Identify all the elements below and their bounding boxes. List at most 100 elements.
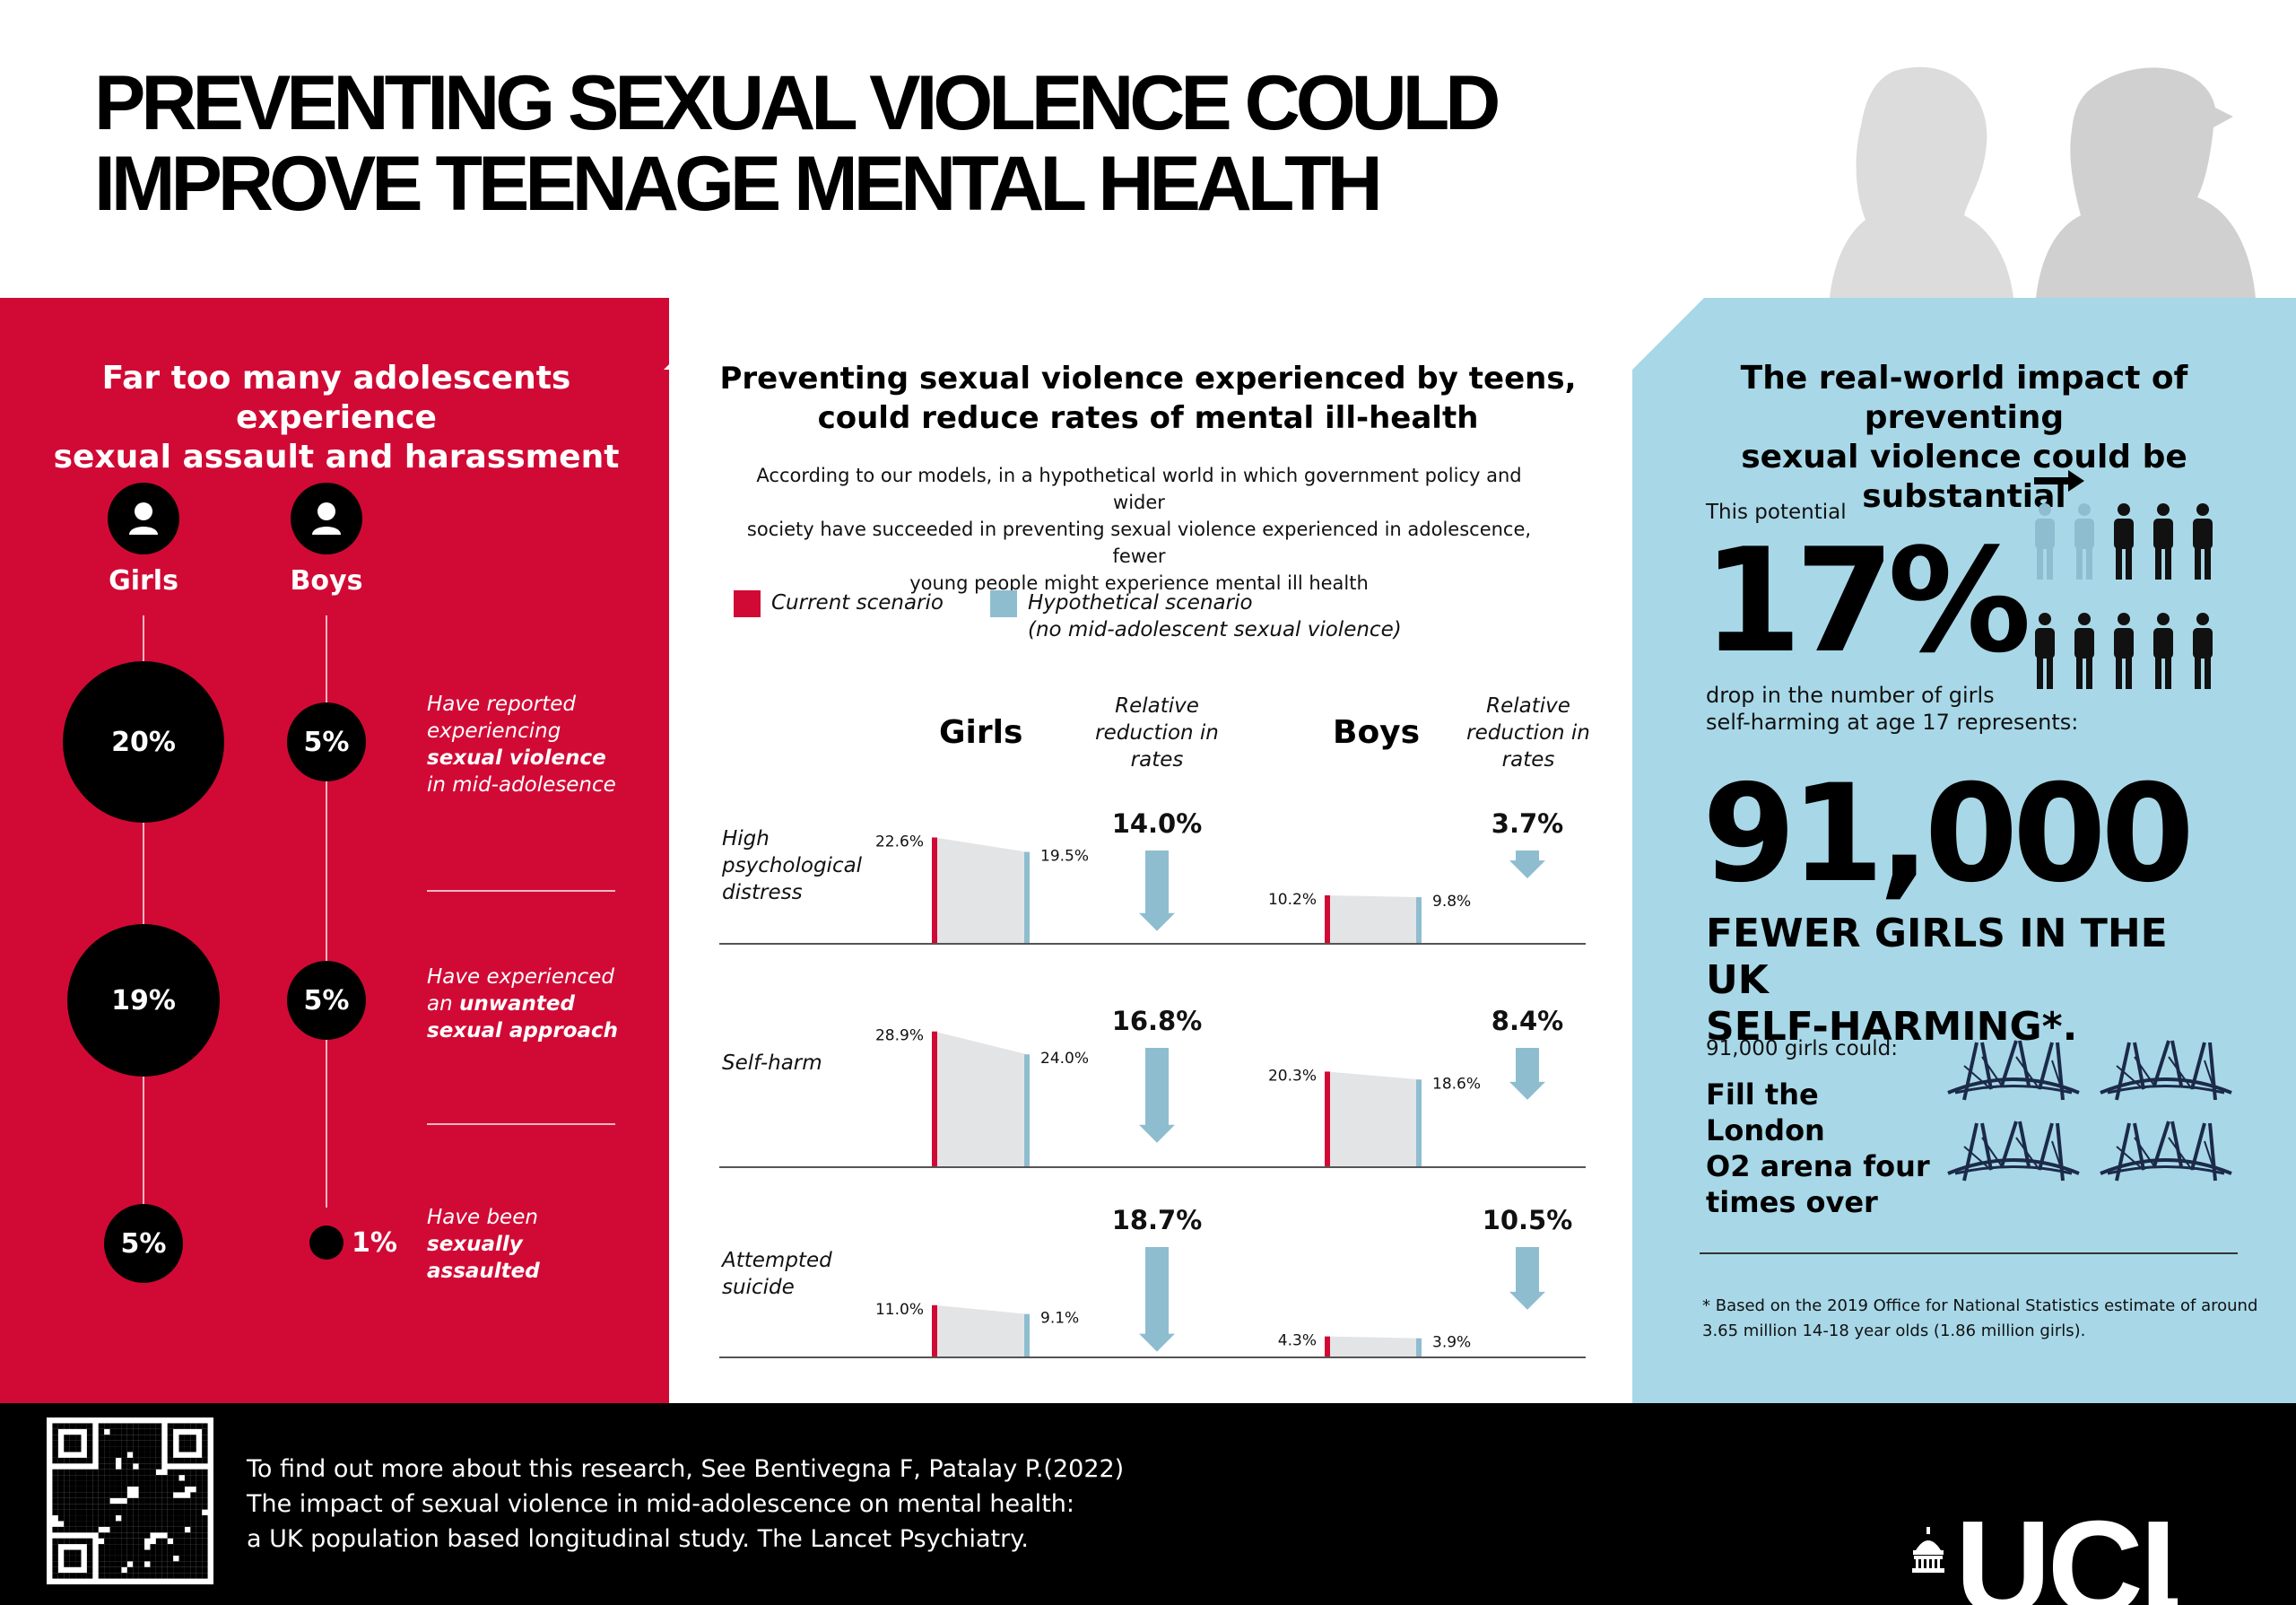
- bar-current: [1325, 1336, 1330, 1356]
- person-icon: [2114, 613, 2134, 689]
- row-separator: [719, 1166, 1586, 1168]
- intro-line: According to our models, in a hypothetic…: [756, 465, 1522, 513]
- title-line-1: PREVENTING SEXUAL VIOLENCE COULD: [94, 60, 1500, 146]
- arena-icon: [2099, 1120, 2233, 1182]
- change-area: [1327, 1071, 1419, 1166]
- relative-reduction-value: 8.4%: [1492, 1006, 1563, 1036]
- person-icon: [2035, 613, 2055, 689]
- desc-bold-text: assaulted: [427, 1260, 540, 1283]
- rel-line: reduction in: [1466, 721, 1590, 745]
- row-label-line: High: [722, 827, 770, 850]
- ucl-logo[interactable]: UCL: [1909, 1500, 2178, 1605]
- ucl-logo-text: UCL: [1955, 1500, 2178, 1605]
- down-arrow-icon: [1509, 1048, 1545, 1100]
- girls-could-label: 91,000 girls could:: [1706, 1037, 1898, 1060]
- stat-description: Have experienced an unwanted sexual appr…: [427, 964, 624, 1044]
- relative-reduction-value: 16.8%: [1112, 1006, 1203, 1036]
- left-heading-line-1: Far too many adolescents experience: [101, 360, 571, 436]
- down-arrow-icon: [1139, 850, 1175, 931]
- down-arrow-icon: [1509, 1247, 1545, 1310]
- row-label-distress: High psychological distress: [722, 825, 862, 906]
- arena-icon: [1946, 1120, 2081, 1182]
- title-line-2: IMPROVE TEENAGE MENTAL HEALTH: [94, 141, 1383, 227]
- bar-hypothetical: [1416, 1338, 1422, 1356]
- value-label-hypothetical: 3.9%: [1432, 1334, 1471, 1352]
- change-area: [935, 1031, 1027, 1166]
- row-label-line: psychological: [722, 854, 863, 877]
- value-label-current: 20.3%: [1268, 1067, 1317, 1085]
- fill-line: times over: [1706, 1185, 1878, 1219]
- arena-icon: [1946, 1039, 2081, 1102]
- girls-column-title: Girls: [939, 714, 1023, 751]
- intro-line: society have succeeded in preventing sex…: [746, 519, 1532, 567]
- bar-current: [1325, 894, 1330, 943]
- page-title: PREVENTING SEXUAL VIOLENCE COULD IMPROVE…: [94, 63, 1619, 224]
- panel-corner-cut: [1632, 298, 1704, 370]
- arena-icon: [2099, 1039, 2233, 1102]
- left-heading-line-2: sexual assault and harassment: [53, 439, 620, 475]
- mid-heading-line-2: could reduce rates of mental ill-health: [817, 400, 1479, 436]
- rel-line: rates: [1501, 748, 1555, 772]
- stat-description: Have been sexually assaulted: [427, 1204, 624, 1285]
- value-label-hypothetical: 9.1%: [1040, 1310, 1079, 1328]
- person-icon: [2074, 613, 2094, 689]
- legend-hypothetical-label: Hypothetical scenario (no mid-adolescent…: [1028, 589, 1402, 643]
- divider: [427, 1123, 615, 1125]
- bar-hypothetical: [1024, 1054, 1030, 1166]
- person-icon: [2193, 503, 2213, 580]
- row-label-line: suicide: [722, 1276, 795, 1299]
- reference-line: a UK population based longitudinal study…: [247, 1525, 1029, 1553]
- girl-person-icon: [108, 483, 179, 554]
- footnote-line: * Based on the 2019 Office for National …: [1702, 1296, 2258, 1315]
- value-label-hypothetical: 19.5%: [1040, 848, 1089, 866]
- girls-stat-circle: 20%: [63, 661, 224, 823]
- desc-bold-text: unwanted: [458, 992, 575, 1016]
- footnote-divider: [1700, 1252, 2238, 1254]
- desc-text: Have been: [427, 1206, 538, 1229]
- boys-stat-circle: 5%: [287, 702, 366, 781]
- bar-current: [932, 1304, 937, 1356]
- girls-stat-circle: 19%: [67, 924, 220, 1077]
- bar-hypothetical: [1416, 1079, 1422, 1166]
- desc-text: Have reported: [427, 693, 576, 716]
- desc-text: Have experienced: [427, 965, 614, 989]
- legend-current-label: Current scenario: [771, 591, 944, 615]
- value-label-hypothetical: 9.8%: [1432, 893, 1471, 911]
- person-icon: [2193, 613, 2213, 689]
- qr-code-icon[interactable]: [47, 1417, 213, 1584]
- person-icon: [2114, 503, 2134, 580]
- desc-bold-text: sexually: [427, 1233, 523, 1256]
- row-separator: [719, 943, 1586, 945]
- change-area: [935, 837, 1027, 943]
- fill-line: O2 arena four: [1706, 1149, 1930, 1183]
- legend-swatch-hypothetical: [990, 590, 1017, 617]
- fill-line: Fill the London: [1706, 1077, 1825, 1147]
- big-percent: 17%: [1702, 517, 2031, 685]
- big-number: 91,000: [1702, 756, 2195, 912]
- bar-hypothetical: [1024, 851, 1030, 943]
- value-label-current: 10.2%: [1268, 891, 1317, 909]
- boys-stat-value: 5%: [303, 984, 350, 1016]
- reference-text: To find out more about this research, Se…: [247, 1452, 1413, 1557]
- footnote-line: 3.65 million 14-18 year olds (1.86 milli…: [1702, 1322, 2086, 1340]
- rel-line: rates: [1130, 748, 1184, 772]
- row-label-line: Attempted: [722, 1249, 832, 1272]
- bar-hypothetical: [1416, 897, 1422, 943]
- desc-text: experiencing: [427, 720, 561, 743]
- desc-bold-text: sexual violence: [427, 746, 606, 770]
- rel-line: Relative: [1486, 694, 1570, 718]
- divider: [427, 890, 615, 892]
- desc-bold-text: sexual approach: [427, 1019, 619, 1042]
- bar-hypothetical: [1024, 1313, 1030, 1356]
- drop-line: drop in the number of girls: [1706, 683, 1995, 708]
- down-arrow-icon: [1139, 1048, 1175, 1143]
- left-panel-heading: Far too many adolescents experience sexu…: [36, 359, 637, 477]
- person-icon: [2153, 613, 2173, 689]
- right-panel-heading: The real-world impact of preventing sexu…: [1650, 359, 2278, 517]
- rel-line: reduction in: [1095, 721, 1219, 745]
- boys-stat-value: 5%: [303, 726, 350, 758]
- value-label-current: 11.0%: [875, 1301, 924, 1319]
- stat-description: Have reported experiencing sexual violen…: [427, 691, 624, 798]
- drop-line: self-harming at age 17 represents:: [1706, 710, 2079, 735]
